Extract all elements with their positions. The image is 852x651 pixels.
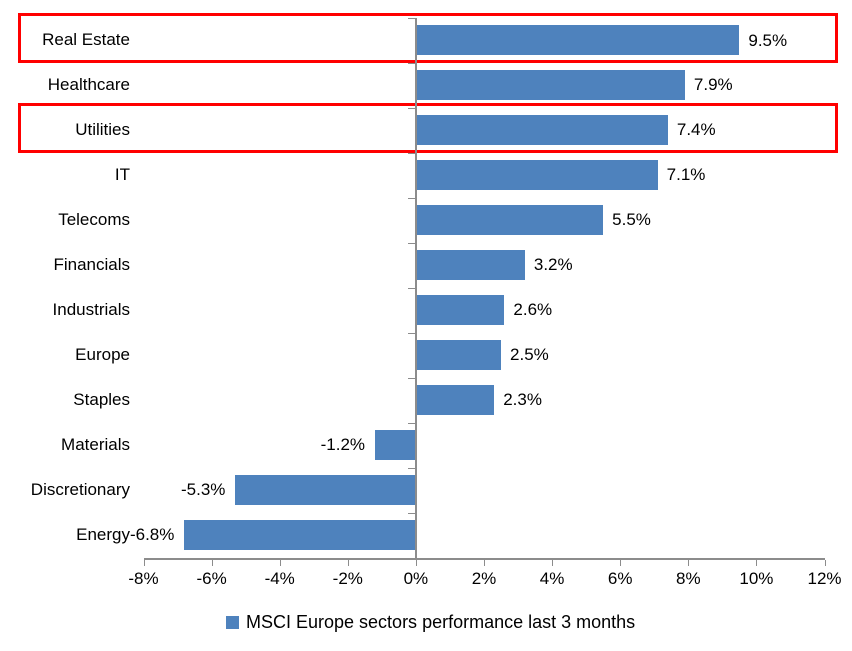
value-label: 7.9% <box>693 75 733 95</box>
x-axis-tick <box>756 559 758 566</box>
category-label: Healthcare <box>47 75 130 95</box>
x-axis-tick <box>415 559 417 566</box>
bar <box>375 430 416 461</box>
highlight-box <box>18 13 838 63</box>
bar <box>415 205 604 236</box>
value-label: 9.5% <box>748 30 788 50</box>
value-label: 5.5% <box>612 210 651 230</box>
y-axis-tick <box>407 107 415 109</box>
y-axis-tick <box>407 152 415 154</box>
category-label: Utilities <box>75 120 130 140</box>
x-axis-tick-label: -8% <box>128 568 159 588</box>
bar <box>235 475 416 506</box>
x-axis-tick-label: 2% <box>471 568 497 588</box>
legend: MSCI Europe sectors performance last 3 m… <box>226 612 635 633</box>
legend-label: MSCI Europe sectors performance last 3 m… <box>246 612 636 632</box>
x-axis-tick <box>484 559 485 566</box>
category-label: Energy <box>76 525 130 544</box>
value-label: 2.3% <box>503 390 542 410</box>
bar <box>415 295 505 326</box>
x-axis-tick-label: 12% <box>807 568 842 588</box>
bar <box>415 250 525 281</box>
y-axis-tick <box>407 62 415 64</box>
x-axis-tick-label: 6% <box>607 568 633 588</box>
category-label: IT <box>114 165 130 185</box>
category-label: Telecoms <box>58 210 130 230</box>
bar <box>184 520 416 551</box>
value-label: -5.3% <box>181 480 226 500</box>
y-axis-line <box>414 18 417 560</box>
x-axis-tick-label: -6% <box>196 568 227 588</box>
y-axis-tick <box>407 287 415 289</box>
x-axis-tick-label: 0% <box>403 568 429 588</box>
value-label: 7.1% <box>666 165 706 185</box>
value-label: 2.5% <box>510 345 549 365</box>
value-label: -6.8% <box>129 525 175 545</box>
x-axis-line <box>143 557 825 560</box>
y-axis-tick <box>407 332 415 334</box>
category-label: Real Estate <box>42 30 130 50</box>
x-axis-tick <box>688 559 690 566</box>
x-axis-tick-label: 4% <box>539 568 565 588</box>
x-axis-tick <box>211 559 213 566</box>
bar <box>415 70 685 101</box>
x-axis-tick <box>824 559 826 566</box>
bar <box>415 385 495 416</box>
x-axis-tick <box>347 559 349 566</box>
value-label: -1.2% <box>320 435 366 455</box>
y-axis-tick <box>407 242 415 244</box>
x-axis-tick-label: -2% <box>332 568 363 588</box>
x-axis-tick-label: 8% <box>676 568 701 588</box>
bar <box>415 115 668 146</box>
x-axis-tick <box>552 559 554 566</box>
y-axis-tick <box>407 197 415 199</box>
category-label: Europe <box>75 345 130 365</box>
y-axis-tick <box>407 512 415 514</box>
x-axis-tick <box>279 559 281 566</box>
category-label: Staples <box>73 390 130 410</box>
category-label: Discretionary <box>30 480 130 500</box>
x-axis-tick-label: -4% <box>264 568 295 588</box>
bar <box>415 160 658 191</box>
category-label: Financials <box>53 255 130 275</box>
value-label: 3.2% <box>533 255 573 275</box>
x-axis-tick-label: 10% <box>739 568 774 588</box>
value-label: 7.4% <box>676 120 716 140</box>
y-axis-tick <box>407 18 415 19</box>
highlight-box <box>18 102 838 153</box>
category-label: Materials <box>61 435 130 455</box>
category-label: Industrials <box>52 300 130 320</box>
x-axis-tick <box>143 559 145 566</box>
y-axis-tick <box>407 467 415 469</box>
value-label: 2.6% <box>513 300 553 320</box>
x-axis-tick <box>620 559 622 566</box>
bar <box>415 25 740 56</box>
bar <box>415 340 502 371</box>
y-axis-tick <box>407 377 415 379</box>
y-axis-tick <box>407 422 415 424</box>
legend-swatch-icon <box>226 616 239 629</box>
